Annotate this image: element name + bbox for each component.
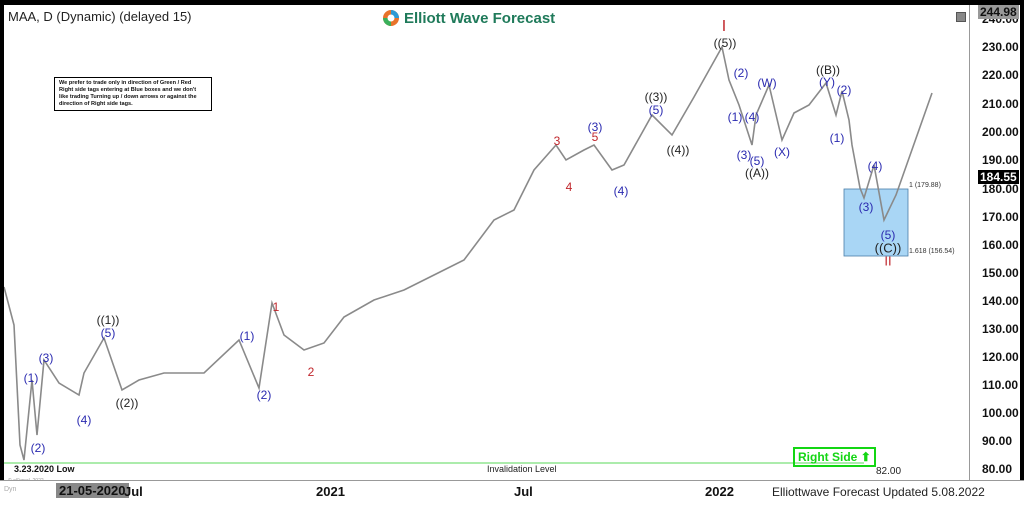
wave-label: ((C)) (874, 240, 902, 256)
wave-label: (4) (613, 184, 629, 198)
wave-label: II (884, 253, 892, 269)
y-tick: 230.00 (982, 40, 1019, 54)
wave-label: (W) (757, 76, 777, 90)
y-tick: 170.00 (982, 210, 1019, 224)
wave-label: (1) (829, 131, 845, 145)
y-tick: 120.00 (982, 350, 1019, 364)
x-tick: 2022 (705, 484, 734, 499)
wave-label: (5) (648, 103, 664, 117)
chart-frame: MAA, D (Dynamic) (delayed 15) Elliott Wa… (4, 5, 1020, 485)
price-series (4, 44, 933, 461)
high-price-tag: 244.98 (978, 5, 1019, 19)
x-axis[interactable]: Dyn 21-05-2020 Jul 2021 Jul 2022 Elliott… (0, 480, 1024, 505)
low-label: 3.23.2020 Low (14, 464, 75, 474)
y-tick: 200.00 (982, 125, 1019, 139)
wave-label: (2) (733, 66, 749, 80)
wave-label: ((1)) (96, 313, 120, 327)
cursor-date: 21-05-2020 (56, 483, 129, 498)
wave-label: (1) (239, 329, 255, 343)
updated-footer: Elliottwave Forecast Updated 5.08.2022 (772, 485, 985, 499)
invalidation-label: Invalidation Level (487, 464, 557, 474)
y-tick: 160.00 (982, 238, 1019, 252)
trading-note: We prefer to trade only in direction of … (54, 77, 212, 111)
wave-label: (4) (744, 110, 760, 124)
wave-label: ((5)) (713, 36, 737, 50)
right-side-tag: Right Side ⬆ (793, 447, 876, 467)
wave-label: I (721, 18, 727, 35)
chart-title: MAA, D (Dynamic) (delayed 15) (8, 9, 192, 24)
chart-settings-icon[interactable] (956, 12, 966, 22)
brand-logo: Elliott Wave Forecast (382, 9, 555, 27)
wave-label: ((B)) (816, 63, 840, 77)
y-tick: 80.00 (982, 462, 1013, 476)
wave-label: ((3)) (644, 90, 668, 104)
wave-label: ((4)) (666, 143, 690, 157)
y-tick: 190.00 (982, 153, 1019, 167)
y-tick: 140.00 (982, 294, 1019, 308)
wave-label: (5) (100, 326, 116, 340)
wave-label: ((A)) (745, 166, 769, 180)
wave-label: (3) (736, 148, 752, 162)
dyn-label: Dyn (4, 486, 17, 493)
current-price-tag: 184.55 (978, 170, 1019, 184)
wave-label: (1) (23, 371, 39, 385)
x-tick: Jul (514, 484, 533, 499)
logo-text: Elliott Wave Forecast (404, 9, 556, 27)
fib-1-label: 1 (179.88) (909, 182, 941, 189)
y-tick: 180.00 (982, 182, 1019, 196)
invalidation-value: 82.00 (876, 466, 902, 477)
wave-label: (1) (727, 110, 743, 124)
wave-label: (2) (256, 388, 272, 402)
y-tick: 220.00 (982, 68, 1019, 82)
wave-label: (3) (587, 120, 603, 134)
logo-icon (383, 10, 399, 26)
arrow-up-icon: ⬆ (860, 450, 871, 464)
x-tick: 2021 (316, 484, 345, 499)
blue-box (843, 188, 909, 257)
wave-label: (5) (880, 228, 896, 242)
plot-area[interactable]: MAA, D (Dynamic) (delayed 15) Elliott Wa… (4, 5, 970, 484)
y-tick: 110.00 (982, 378, 1019, 392)
wave-label: 3 (553, 134, 561, 148)
wave-label: (4) (76, 413, 92, 427)
wave-label: (Y) (819, 75, 835, 89)
wave-label: 2 (307, 365, 315, 379)
wave-label: (3) (858, 200, 874, 214)
y-tick: 130.00 (982, 322, 1019, 336)
wave-label: ((2)) (115, 396, 139, 410)
wave-label: (3) (38, 351, 54, 365)
y-axis[interactable]: 240.00 230.00 220.00 210.00 200.00 190.0… (970, 5, 1020, 482)
wave-label: 1 (272, 300, 280, 314)
wave-label: (X) (774, 145, 790, 159)
wave-label: (4) (867, 159, 883, 173)
x-tick: Jul (124, 484, 143, 499)
y-tick: 150.00 (982, 266, 1019, 280)
wave-label: 4 (565, 180, 573, 194)
wave-label: (5) (749, 154, 765, 168)
fib-1618-label: 1.618 (156.54) (909, 248, 955, 255)
wave-label: (2) (30, 441, 46, 455)
wave-label: (2) (836, 83, 852, 97)
y-tick: 100.00 (982, 406, 1019, 420)
right-side-label: Right Side (798, 450, 858, 464)
y-tick: 90.00 (982, 434, 1013, 448)
wave-label: 5 (591, 130, 599, 144)
y-tick: 210.00 (982, 97, 1019, 111)
price-chart (4, 44, 933, 464)
